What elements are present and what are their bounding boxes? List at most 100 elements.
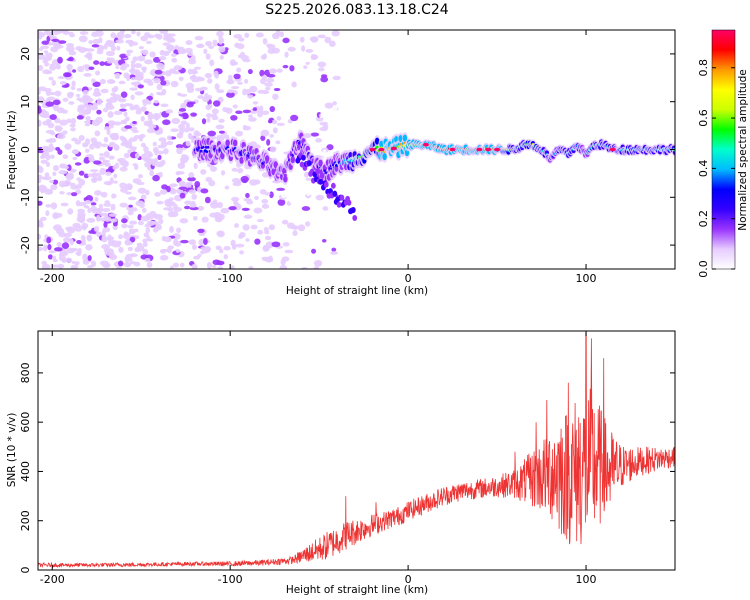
- spectrogram-cell: [93, 225, 100, 232]
- spectrogram-cell: [169, 225, 174, 233]
- spectrogram-cell: [47, 122, 55, 129]
- spectrogram-cell: [107, 111, 114, 118]
- spectrogram-cell: [38, 165, 43, 171]
- spectrogram-cell: [127, 210, 134, 216]
- spectrogram-cell: [105, 50, 115, 57]
- spectrogram-cell: [476, 101, 481, 109]
- spectrogram-cell: [137, 220, 145, 226]
- spectrogram-cell: [102, 226, 111, 233]
- spectrogram-cell: [185, 122, 190, 129]
- spectrogram-cell: [147, 152, 154, 158]
- spectrogram-cell: [193, 130, 200, 137]
- spectrogram-cell: [158, 137, 167, 142]
- spectrogram-cell: [76, 216, 86, 223]
- spectrogram-cell: [38, 64, 44, 72]
- spectrogram-cell: [326, 199, 332, 207]
- spectrogram-cell: [81, 95, 91, 100]
- spectrogram-cell: [218, 46, 226, 53]
- spectrogram-cell: [105, 40, 113, 46]
- spectrogram-cell: [125, 253, 135, 258]
- spectrogram-cell: [201, 216, 209, 223]
- spectrogram-cell: [132, 163, 138, 167]
- snr-series-line: [38, 333, 675, 569]
- spectrogram-cell: [523, 190, 530, 197]
- spectrogram-cell: [213, 100, 221, 107]
- spectrogram-cell: [269, 191, 274, 199]
- spectrogram-cell: [47, 96, 56, 101]
- spectrogram-cell: [86, 217, 96, 223]
- spectrogram-cell: [332, 118, 340, 123]
- spectrogram-cell: [38, 200, 43, 206]
- spectrogram-cell: [65, 226, 73, 231]
- spectrogram-cell: [75, 93, 81, 97]
- spectrogram-cell: [633, 127, 640, 135]
- spectrogram-cell: [123, 111, 128, 117]
- spectrogram-cell: [108, 143, 114, 148]
- spectrogram-cell: [110, 45, 117, 52]
- spectrogram-cell: [245, 238, 250, 242]
- y-tick-label: 600: [19, 412, 32, 433]
- spectrogram-cell: [38, 31, 44, 37]
- spectrogram-cell: [43, 30, 51, 36]
- spectrogram-cell: [245, 192, 250, 199]
- spectrogram-cell: [634, 118, 641, 123]
- spectrogram-cell: [38, 90, 41, 95]
- spectrogram-cell: [209, 59, 215, 67]
- spectrogram-cell: [52, 171, 57, 177]
- spectrogram-cell: [375, 172, 382, 178]
- spectrogram-cell: [197, 146, 201, 150]
- spectrogram-cell: [304, 221, 311, 227]
- spectrogram-cell: [128, 40, 134, 47]
- spectrogram-cell: [46, 236, 52, 244]
- spectrogram-cell: [288, 196, 296, 204]
- spectrogram-cell: [126, 103, 134, 107]
- spectrogram-cell: [282, 64, 289, 69]
- spectrogram-cell: [207, 78, 213, 84]
- spectrogram-cell: [332, 75, 341, 81]
- spectrogram-cell: [318, 159, 323, 167]
- spectrogram-cell: [264, 235, 272, 241]
- spectrogram-cell: [124, 240, 132, 246]
- spectrogram-cell: [130, 147, 137, 152]
- spectrogram-cell: [140, 153, 147, 161]
- colorbar-tick-label: 0.6: [697, 109, 710, 127]
- spectrogram-cell: [428, 196, 437, 202]
- spectrogram-cell: [305, 48, 314, 53]
- spectrogram-cell: [74, 261, 80, 266]
- spectrogram-cell: [110, 32, 116, 39]
- spectrogram-cell: [379, 140, 384, 148]
- spectrogram-cell: [87, 255, 92, 261]
- spectrogram-cell: [273, 161, 278, 169]
- spectrogram-cell: [50, 46, 59, 53]
- spectrogram-cell: [45, 154, 51, 161]
- spectrogram-cell: [187, 101, 196, 105]
- spectrogram-cell: [568, 202, 576, 209]
- spectrogram-cell: [125, 140, 133, 146]
- spectrogram-cell: [386, 200, 394, 208]
- spectrogram-cell: [72, 156, 78, 161]
- spectrogram-cell: [156, 83, 163, 91]
- spectrogram-cell: [145, 227, 151, 234]
- spectrogram-cell: [61, 242, 70, 250]
- spectrogram-cell: [78, 35, 88, 43]
- spectrogram-cell: [149, 51, 156, 58]
- spectrogram-cell: [622, 108, 627, 114]
- spectrogram-cell: [276, 187, 286, 191]
- spectrogram-cell: [198, 239, 204, 246]
- spectrogram-cell: [564, 132, 571, 137]
- spectrogram-cell: [564, 194, 572, 201]
- spectrogram-cells: [38, 30, 675, 269]
- colorbar-tick-label: 0.4: [697, 160, 710, 178]
- spectrogram-cell: [211, 264, 217, 269]
- spectrogram-cell: [158, 56, 167, 61]
- x-tick-label: -200: [40, 272, 65, 285]
- spectrogram-cell: [157, 150, 165, 155]
- spectrogram-cell: [235, 130, 244, 137]
- spectrogram-cell: [99, 61, 105, 66]
- spectrogram-cell: [99, 167, 107, 175]
- spectrogram-cell: [88, 156, 95, 162]
- spectrogram-cell: [279, 31, 285, 38]
- spectrogram-cell: [305, 61, 310, 65]
- spectrogram-cell: [475, 187, 481, 195]
